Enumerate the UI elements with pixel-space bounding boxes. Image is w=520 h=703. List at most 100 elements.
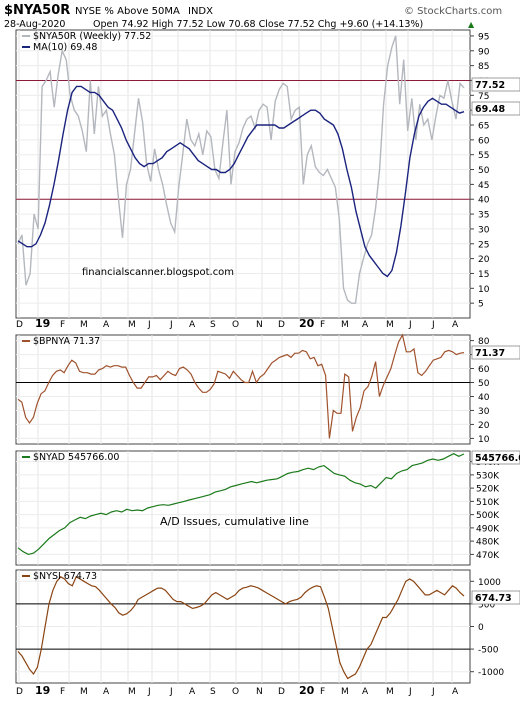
y-tick-label: 25: [478, 240, 489, 250]
y-tick-label: 500: [478, 600, 495, 610]
y-tick-label: 10: [478, 285, 490, 295]
y-tick-label: 530K: [476, 471, 500, 481]
x-axis-label: J: [169, 320, 173, 330]
series-line--nysi: [17, 575, 465, 680]
x-axis-label: 19: [35, 317, 50, 330]
last-value-label: 545766.0: [475, 453, 520, 464]
x-axis-label: F: [320, 687, 325, 697]
series-line--nya50r-weekly-: [17, 35, 465, 304]
x-axis-label: A: [103, 320, 110, 330]
x-axis-label: F: [60, 687, 65, 697]
ohlc-readout: Open 74.92 High 77.52 Low 70.68 Close 77…: [93, 19, 423, 30]
y-tick-label: 45: [478, 181, 489, 191]
x-axis-label: M: [128, 320, 136, 330]
x-axis-label: N: [256, 687, 263, 697]
x-axis-label: M: [80, 687, 88, 697]
up-arrow-icon: ▲: [468, 20, 475, 29]
x-axis-label: O: [232, 687, 239, 697]
y-tick-label: 90: [478, 47, 490, 57]
x-axis-label: M: [341, 687, 349, 697]
y-tick-label: 520K: [476, 485, 500, 495]
y-tick-label: 1000: [478, 578, 501, 588]
y-tick-label: 490K: [476, 524, 500, 534]
y-tick-label: 5: [478, 300, 484, 310]
x-axis-label: J: [169, 687, 173, 697]
series-line--nyad: [17, 453, 465, 556]
x-axis-label: M: [341, 320, 349, 330]
y-tick-label: 75: [478, 92, 489, 102]
last-value-label: 77.52: [475, 80, 505, 91]
y-tick-label: 30: [478, 407, 490, 417]
x-axis-label: N: [256, 320, 263, 330]
y-tick-label: -1000: [478, 668, 504, 678]
y-tick-label: 65: [478, 122, 489, 132]
blog-annotation: financialscanner.blogspot.com: [82, 267, 234, 278]
stockcharts-watermark: © StockCharts.com: [404, 6, 502, 17]
x-axis-label: 20: [299, 317, 315, 330]
ad-issues-annotation: A/D Issues, cumulative line: [160, 515, 309, 528]
y-tick-label: 10: [478, 435, 490, 445]
legend-label: $NYSI 674.73: [33, 571, 97, 582]
chart-date: 28-Aug-2020: [4, 19, 65, 30]
y-tick-label: 510K: [476, 498, 500, 508]
x-axis-label: J: [408, 320, 412, 330]
y-tick-label: 80: [478, 337, 490, 347]
x-axis-label: D: [16, 320, 23, 330]
panel-frame: [15, 334, 471, 445]
y-tick-label: 55: [478, 151, 489, 161]
y-tick-label: 40: [478, 393, 490, 403]
y-tick-label: 60: [478, 365, 490, 375]
last-value-box: [471, 101, 520, 116]
x-axis-label: 19: [35, 684, 50, 697]
x-axis-label: A: [452, 320, 459, 330]
x-axis-label: M: [386, 320, 394, 330]
last-value-label: 71.37: [475, 348, 505, 359]
series-line-ma-10-: [17, 85, 465, 278]
legend-label: $NYAD 545766.00: [33, 452, 119, 463]
series-line--bpnya: [17, 333, 465, 439]
y-tick-label: 480K: [476, 538, 500, 548]
x-axis-label: M: [386, 687, 394, 697]
x-axis-label: J: [431, 687, 435, 697]
x-axis-label: F: [320, 320, 325, 330]
y-tick-label: 0: [478, 623, 484, 633]
last-value-box: [471, 450, 520, 465]
y-tick-label: 85: [478, 62, 489, 72]
y-tick-label: 50: [478, 166, 490, 176]
last-value-box: [471, 590, 520, 605]
y-tick-label: 35: [478, 211, 489, 221]
y-tick-label: 15: [478, 270, 489, 280]
x-axis-label: 20: [299, 684, 315, 697]
x-axis-label: F: [60, 320, 65, 330]
panel-nya50r: 5101520253035404550556065707580859095$NY…: [15, 29, 520, 319]
last-value-label: 69.48: [475, 104, 505, 115]
x-axis-label: J: [408, 687, 412, 697]
y-tick-label: 470K: [476, 551, 500, 561]
x-axis-label: D: [16, 687, 23, 697]
last-value-box: [471, 77, 520, 92]
y-tick-label: 20: [478, 421, 490, 431]
x-axis-label: M: [128, 687, 136, 697]
last-value-label: 674.73: [475, 593, 512, 604]
chart-exchange: INDX: [188, 6, 213, 17]
x-axis-label: S: [210, 687, 216, 697]
x-axis-label: A: [362, 687, 369, 697]
y-tick-label: 500K: [476, 511, 500, 521]
y-tick-label: -500: [478, 646, 499, 656]
x-axis-label: O: [232, 320, 239, 330]
y-tick-label: 95: [478, 32, 489, 42]
y-tick-label: 60: [478, 136, 490, 146]
y-tick-label: 50: [478, 379, 490, 389]
y-tick-label: 40: [478, 196, 490, 206]
chart-description: NYSE % Above 50MA: [75, 6, 180, 17]
x-axis-label: A: [189, 687, 196, 697]
x-axis-label: M: [80, 320, 88, 330]
panel-frame: [15, 29, 471, 319]
chart-symbol: $NYA50R: [4, 3, 70, 18]
legend-label: MA(10) 69.48: [33, 42, 97, 53]
x-axis-label: D: [278, 687, 285, 697]
panel-nyad: 470K480K490K500K510K520K530K540K$NYAD 54…: [15, 450, 520, 566]
